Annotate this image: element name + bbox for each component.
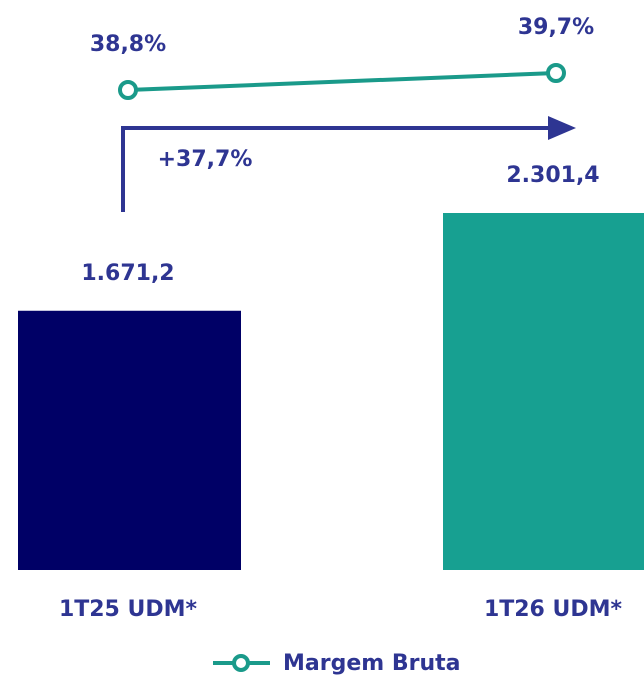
line-value-label: 39,7% (518, 15, 594, 40)
line (127, 71, 557, 92)
bar (18, 310, 241, 570)
growth-annotation: +37,7% (158, 147, 253, 172)
bar (443, 213, 644, 570)
legend-marker (232, 654, 250, 672)
line-point (546, 63, 566, 83)
line-point (118, 80, 138, 100)
value-label: 1.671,2 (81, 261, 174, 286)
x-tick-label: 1T25 UDM* (59, 597, 198, 622)
growth-arrow-head (548, 116, 576, 140)
value-label: 2.301,4 (506, 163, 599, 188)
x-tick-label: 1T26 UDM* (484, 597, 623, 622)
line-value-label: 38,8% (90, 32, 166, 57)
growth-arrow (121, 126, 552, 212)
legend-label: Margem Bruta (283, 651, 460, 676)
